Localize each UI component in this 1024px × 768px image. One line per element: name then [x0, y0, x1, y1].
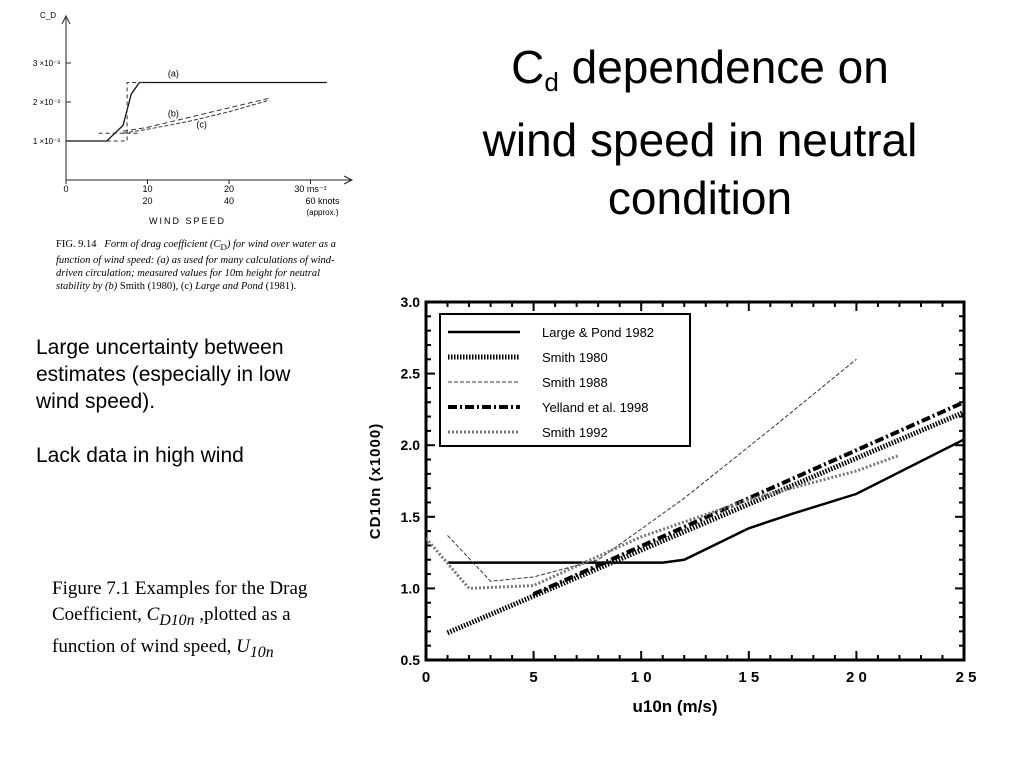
fig914-x-label: WIND SPEED [149, 216, 226, 226]
title-line3: condition [607, 172, 793, 224]
cd-series-line [426, 453, 900, 590]
cd-y-tick-label: 2.0 [401, 437, 421, 453]
fig914-series-line [66, 81, 327, 142]
cd-y-tick-label: 3.0 [401, 294, 421, 310]
figure-caption: Figure 7.1 Examples for the Drag Coeffic… [52, 576, 312, 666]
cd-x-tick-label: 1 5 [738, 669, 759, 686]
cd-series-line [447, 438, 964, 564]
fig914-label-a: (a) [168, 69, 179, 79]
caption-text-1: Figure 7.1 Examples for the Drag Coeffic… [52, 578, 308, 625]
fig914-axes [61, 14, 354, 185]
cd-legend-label: Smith 1988 [542, 375, 608, 390]
fig914-text-4: (1980), (c) [144, 281, 196, 293]
fig914-y-arrow [61, 14, 71, 25]
caption-var-c: C [146, 604, 160, 625]
cd-y-tick-label: 2.5 [401, 366, 421, 382]
cd-legend-label: Smith 1980 [542, 350, 608, 365]
cd-chart-series [426, 358, 964, 636]
cd-y-tick-label: 1.0 [401, 580, 421, 596]
fig914-text-3: height for neutral stability by (b) [56, 268, 321, 293]
fig914-caption: FIG. 9.14 Form of drag coefficient (CD) … [56, 238, 346, 293]
fig914-chart: C_D 1 ×10⁻³ 2 ×10⁻³ 3 ×10⁻³ 0 10 20 30 ms⁻¹ 20 40… [33, 11, 354, 226]
fig914-label-c: (c) [196, 119, 207, 129]
title-line1-rest: dependence on [558, 41, 889, 93]
title-c: C [511, 41, 545, 93]
fig914-y-tick-label: 1 ×10⁻³ [33, 137, 60, 146]
cd-legend-box [439, 313, 691, 447]
fig914-m: m [235, 268, 244, 280]
caption-u-sub: 10n [249, 643, 274, 661]
fig914-y-tick-label: 3 ×10⁻³ [33, 59, 60, 68]
fig914-x-tick-label: 30 ms⁻¹ [294, 184, 326, 194]
fig914-text-5: (1981). [263, 281, 297, 293]
cd-y-axis-label: CD10n (x1000) [367, 423, 384, 539]
bullet-uncertainty: Large uncertainty between estimates (esp… [36, 336, 291, 413]
fig914-text-sub: D [220, 242, 227, 253]
fig914-series-line [122, 97, 270, 132]
caption-u-letter: U [236, 635, 250, 657]
fig914-x-tick-label: 20 [224, 184, 234, 194]
cd-series-line [446, 409, 964, 636]
cd-series-line [447, 358, 857, 582]
cd-y-tick-label: 0.5 [401, 652, 421, 668]
fig914-y-tick-label: 2 ×10⁻³ [33, 98, 60, 107]
cd-series-line [532, 400, 964, 596]
caption-text-2: ,plotted as a function of wind speed, [52, 604, 291, 657]
cd-x-tick-label: 5 [529, 669, 537, 686]
caption-u: U10n [236, 635, 273, 661]
caption-var: CD10n [146, 604, 195, 629]
fig914-series-line [122, 99, 270, 134]
cd-x-tick-label: 2 5 [956, 669, 977, 686]
fig914-x-tick-label: 0 [63, 184, 68, 194]
cd-x-tick-label: 2 0 [846, 669, 867, 686]
bullet-high-wind: Lack data in high wind [36, 444, 244, 467]
fig914-label: FIG. 9.14 [56, 239, 97, 250]
cd-x-tick-label: 0 [422, 669, 430, 686]
cd-chart-legend: Large & Pond 1982 Smith 1980 Smith 1988 Yel… [439, 313, 691, 447]
fig914-labels: C_D 1 ×10⁻³ 2 ×10⁻³ 3 ×10⁻³ 0 10 20 30 ms⁻¹ 20 40… [33, 11, 340, 226]
fig914-x-knot-label: 60 knots [305, 196, 340, 206]
slide-title: Cd dependence on wind speed in neutral c… [420, 38, 980, 227]
fig914-y-label: C_D [40, 11, 56, 20]
cd-plot-frame [424, 300, 966, 662]
fig914-text-1: Form of drag coefficient (C [104, 239, 221, 250]
fig914-x-tick-label: 10 [142, 184, 152, 194]
fig914-lp: Large and Pond [195, 281, 263, 293]
fig914-smith: Smith [119, 281, 145, 293]
cd-x-tick-label: 1 0 [631, 669, 652, 686]
cd-legend-label: Smith 1992 [542, 425, 608, 440]
cd-chart-frame [424, 300, 966, 662]
fig914-step-dashed [106, 82, 148, 142]
fig914-text-2: ) for wind over water as a function of w… [56, 239, 336, 280]
fig914-x-knot-label: 20 [142, 196, 152, 206]
fig914-x-note: (approx.) [306, 208, 338, 217]
cd-legend-label: Yelland et al. 1998 [542, 400, 649, 415]
fig914-series [66, 81, 327, 142]
fig914-label-b: (b) [168, 109, 179, 119]
fig914-x-arrow [343, 175, 354, 185]
title-sub: d [544, 67, 559, 97]
cd-y-tick-label: 1.5 [401, 509, 421, 525]
fig914-x-knot-label: 40 [224, 196, 234, 206]
cd-x-axis-label: u10n (m/s) [632, 697, 717, 716]
caption-var-sub: D10n [159, 611, 195, 629]
title-line2: wind speed in neutral [482, 114, 918, 166]
cd-legend-label: Large & Pond 1982 [542, 325, 654, 340]
body-text: Large uncertainty between estimates (esp… [36, 334, 336, 469]
